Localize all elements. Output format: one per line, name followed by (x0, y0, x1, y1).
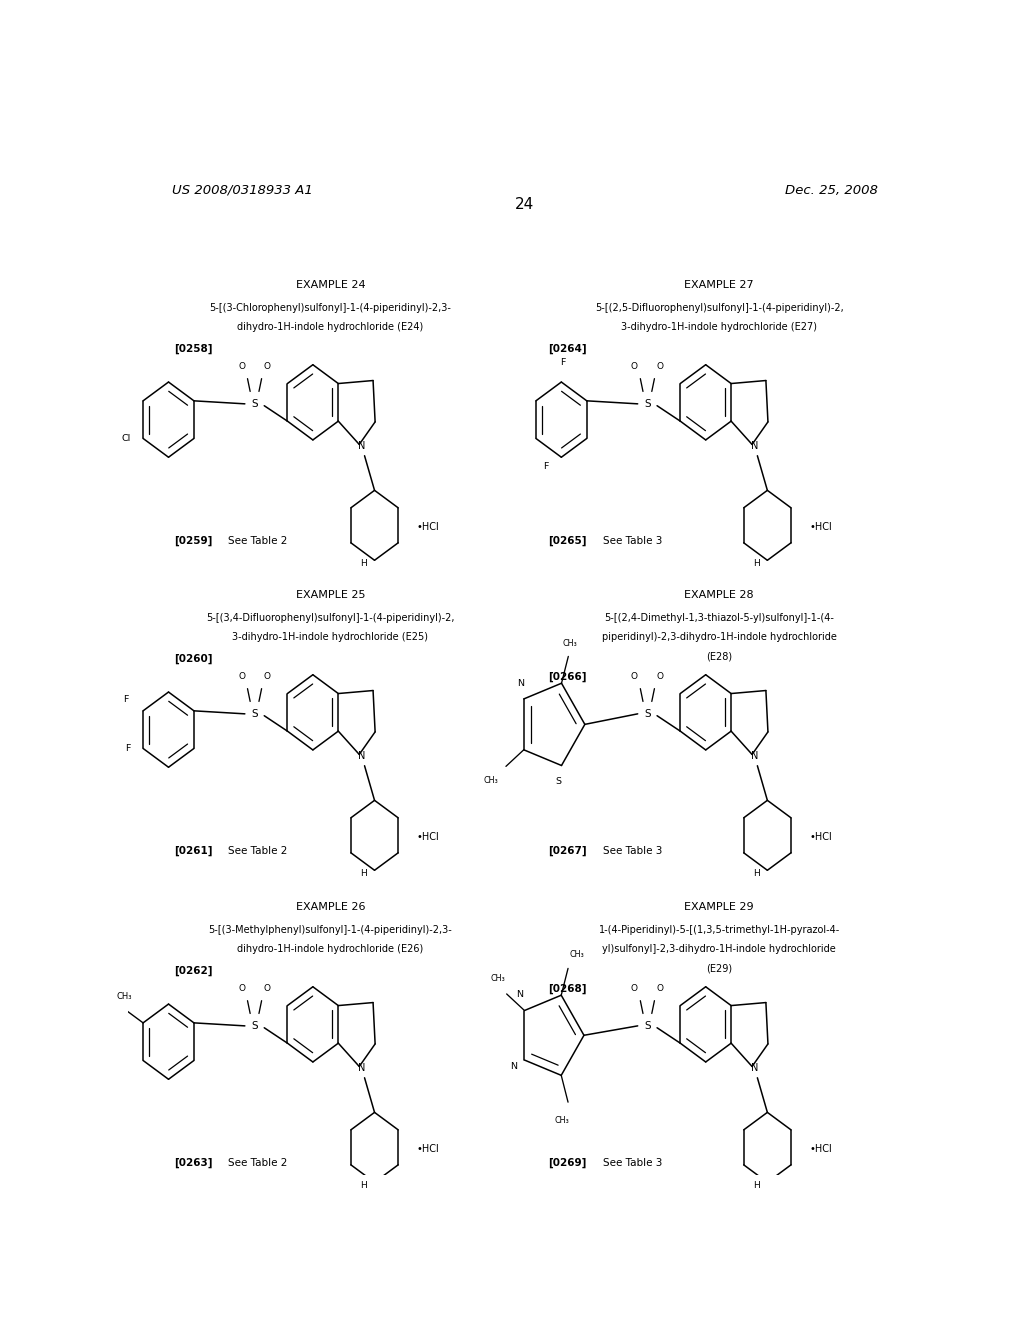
Text: N: N (517, 678, 524, 688)
Text: H: H (360, 1181, 367, 1189)
Text: N: N (751, 441, 758, 451)
Text: See Table 3: See Table 3 (602, 1158, 662, 1168)
Text: •HCl: •HCl (417, 1144, 439, 1154)
Text: (E28): (E28) (707, 651, 732, 661)
Text: EXAMPLE 29: EXAMPLE 29 (684, 903, 754, 912)
Text: US 2008/0318933 A1: US 2008/0318933 A1 (172, 183, 312, 197)
Text: H: H (753, 869, 760, 878)
Text: 5-[(2,5-Difluorophenyl)sulfonyl]-1-(4-piperidinyl)-2,: 5-[(2,5-Difluorophenyl)sulfonyl]-1-(4-pi… (595, 302, 844, 313)
Text: EXAMPLE 25: EXAMPLE 25 (296, 590, 366, 601)
Text: Dec. 25, 2008: Dec. 25, 2008 (785, 183, 878, 197)
Text: F: F (125, 744, 131, 752)
Text: O: O (239, 362, 245, 371)
Text: S: S (251, 709, 258, 719)
Text: O: O (656, 983, 664, 993)
Text: F: F (123, 696, 128, 704)
Text: See Table 3: See Table 3 (602, 536, 662, 546)
Text: [0262]: [0262] (174, 965, 213, 975)
Text: EXAMPLE 26: EXAMPLE 26 (296, 903, 366, 912)
Text: 5-[(3,4-Difluorophenyl)sulfonyl]-1-(4-piperidinyl)-2,: 5-[(3,4-Difluorophenyl)sulfonyl]-1-(4-pi… (206, 612, 455, 623)
Text: •HCl: •HCl (417, 521, 439, 532)
Text: [0258]: [0258] (174, 343, 213, 354)
Text: [0269]: [0269] (549, 1158, 587, 1168)
Text: 5-[(3-Methylphenyl)sulfonyl]-1-(4-piperidinyl)-2,3-: 5-[(3-Methylphenyl)sulfonyl]-1-(4-piperi… (209, 925, 453, 935)
Text: [0261]: [0261] (174, 846, 213, 857)
Text: EXAMPLE 27: EXAMPLE 27 (684, 280, 754, 290)
Text: H: H (753, 1181, 760, 1189)
Text: See Table 3: See Table 3 (602, 846, 662, 855)
Text: N: N (358, 751, 366, 762)
Text: See Table 2: See Table 2 (228, 846, 288, 855)
Text: 3-dihydro-1H-indole hydrochloride (E25): 3-dihydro-1H-indole hydrochloride (E25) (232, 632, 428, 642)
Text: EXAMPLE 24: EXAMPLE 24 (296, 280, 366, 290)
Text: O: O (239, 983, 245, 993)
Text: •HCl: •HCl (810, 521, 833, 532)
Text: [0265]: [0265] (549, 536, 587, 546)
Text: S: S (251, 399, 258, 409)
Text: EXAMPLE 28: EXAMPLE 28 (684, 590, 754, 601)
Text: F: F (560, 358, 565, 367)
Text: 3-dihydro-1H-indole hydrochloride (E27): 3-dihydro-1H-indole hydrochloride (E27) (622, 322, 817, 333)
Text: [0259]: [0259] (174, 536, 212, 546)
Text: N: N (751, 1064, 758, 1073)
Text: 5-[(2,4-Dimethyl-1,3-thiazol-5-yl)sulfonyl]-1-(4-: 5-[(2,4-Dimethyl-1,3-thiazol-5-yl)sulfon… (604, 612, 835, 623)
Text: O: O (631, 983, 638, 993)
Text: O: O (656, 672, 664, 681)
Text: [0264]: [0264] (549, 343, 587, 354)
Text: S: S (556, 776, 561, 785)
Text: O: O (239, 672, 245, 681)
Text: Cl: Cl (122, 434, 131, 444)
Text: S: S (644, 1020, 650, 1031)
Text: [0267]: [0267] (549, 846, 587, 857)
Text: N: N (358, 1064, 366, 1073)
Text: CH₃: CH₃ (116, 993, 131, 1001)
Text: O: O (264, 983, 271, 993)
Text: CH₃: CH₃ (569, 949, 585, 958)
Text: dihydro-1H-indole hydrochloride (E26): dihydro-1H-indole hydrochloride (E26) (238, 944, 424, 954)
Text: H: H (360, 558, 367, 568)
Text: O: O (264, 362, 271, 371)
Text: O: O (264, 672, 271, 681)
Text: 24: 24 (515, 197, 535, 213)
Text: H: H (360, 869, 367, 878)
Text: N: N (751, 751, 758, 762)
Text: piperidinyl)-2,3-dihydro-1H-indole hydrochloride: piperidinyl)-2,3-dihydro-1H-indole hydro… (602, 632, 837, 642)
Text: [0268]: [0268] (549, 983, 587, 994)
Text: CH₃: CH₃ (490, 974, 505, 982)
Text: •HCl: •HCl (417, 832, 439, 842)
Text: S: S (251, 1020, 258, 1031)
Text: S: S (644, 399, 650, 409)
Text: [0263]: [0263] (174, 1158, 213, 1168)
Text: •HCl: •HCl (810, 832, 833, 842)
Text: CH₃: CH₃ (484, 776, 499, 785)
Text: See Table 2: See Table 2 (228, 1158, 288, 1168)
Text: 1-(4-Piperidinyl)-5-[(1,3,5-trimethyl-1H-pyrazol-4-: 1-(4-Piperidinyl)-5-[(1,3,5-trimethyl-1H… (599, 925, 840, 935)
Text: O: O (631, 362, 638, 371)
Text: CH₃: CH₃ (562, 639, 578, 648)
Text: N: N (516, 990, 522, 999)
Text: N: N (358, 441, 366, 451)
Text: O: O (656, 362, 664, 371)
Text: S: S (644, 709, 650, 719)
Text: [0260]: [0260] (174, 653, 213, 664)
Text: dihydro-1H-indole hydrochloride (E24): dihydro-1H-indole hydrochloride (E24) (238, 322, 424, 333)
Text: F: F (543, 462, 548, 471)
Text: CH₃: CH₃ (555, 1117, 569, 1126)
Text: H: H (753, 558, 760, 568)
Text: •HCl: •HCl (810, 1144, 833, 1154)
Text: 5-[(3-Chlorophenyl)sulfonyl]-1-(4-piperidinyl)-2,3-: 5-[(3-Chlorophenyl)sulfonyl]-1-(4-piperi… (210, 302, 452, 313)
Text: (E29): (E29) (707, 964, 732, 973)
Text: See Table 2: See Table 2 (228, 536, 288, 546)
Text: [0266]: [0266] (549, 672, 587, 682)
Text: O: O (631, 672, 638, 681)
Text: N: N (510, 1063, 517, 1072)
Text: yl)sulfonyl]-2,3-dihydro-1H-indole hydrochloride: yl)sulfonyl]-2,3-dihydro-1H-indole hydro… (602, 944, 837, 954)
